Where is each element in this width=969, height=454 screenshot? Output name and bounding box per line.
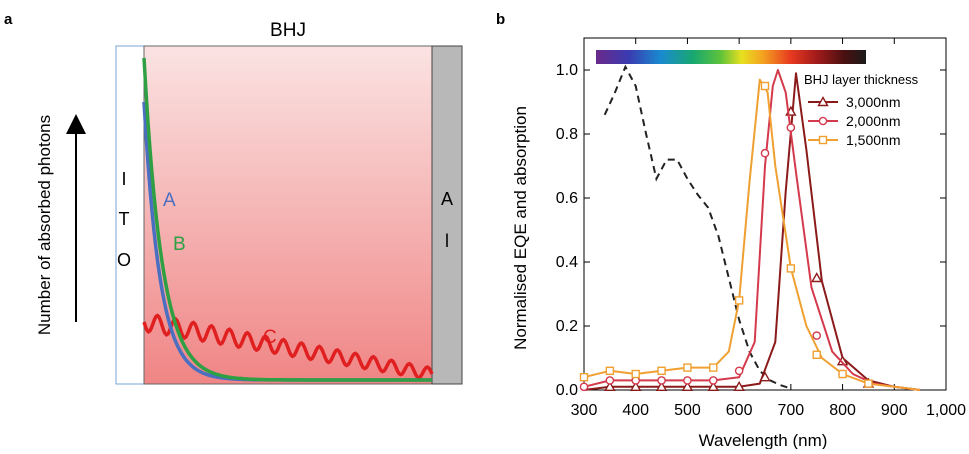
panel-a-letter: a <box>4 11 13 28</box>
legend-swatch-marker <box>817 96 829 107</box>
x-tick-label: 900 <box>881 402 908 419</box>
bhj-layer <box>143 45 433 385</box>
plot-frame <box>583 37 947 391</box>
panel-b: b 300 400 500 600 700 800 900 1,000 0.0 0.2 0.4 0.6… <box>496 11 966 450</box>
spectrum-bar <box>596 50 866 64</box>
al-letter-1: A <box>441 189 453 209</box>
al-electrode <box>431 45 463 385</box>
x-tick-label: 600 <box>726 402 753 419</box>
series-marker-0 <box>759 371 771 382</box>
series-line-0 <box>583 72 921 391</box>
series-marker-1 <box>786 123 796 132</box>
series-marker-2 <box>605 366 615 375</box>
y-tick-label: 0.8 <box>556 126 578 143</box>
series-marker-2 <box>683 363 692 372</box>
ito-electrode <box>115 45 145 385</box>
y-arrow-label: Number of absorbed photons <box>35 115 54 335</box>
series-marker-0 <box>733 380 745 391</box>
series-marker-0 <box>707 380 719 391</box>
series-marker-2 <box>864 379 873 388</box>
y-tick-label: 0.4 <box>556 254 578 271</box>
legend-entry-label: 1,500nm <box>846 132 900 148</box>
chart-axes: 300 400 500 600 700 800 900 1,000 0.0 0.2 0.4 0.6 0.… <box>556 37 966 419</box>
series-marker-1 <box>657 376 666 385</box>
legend-swatch-marker <box>818 135 828 145</box>
series-marker-1 <box>708 376 718 385</box>
series-marker-2 <box>579 373 589 382</box>
x-axis-label: Wavelength (nm) <box>699 431 828 449</box>
legend-entry-label: 2,000nm <box>846 113 900 129</box>
series-marker-1 <box>734 366 744 376</box>
y-tick-label: 0.6 <box>556 190 578 207</box>
chart-legend: BHJ layer thickness 3,000nm 2,000nm 1,500nm <box>804 72 919 148</box>
x-tick-label: 400 <box>622 402 649 419</box>
curve-a-label: A <box>163 190 176 211</box>
series-marker-2 <box>734 296 744 305</box>
panel-b-letter: b <box>496 11 505 28</box>
legend-swatch-marker <box>818 116 828 126</box>
legend-title: BHJ layer thickness <box>804 72 919 87</box>
chart-series <box>579 64 921 392</box>
series-marker-1 <box>579 382 589 392</box>
series-marker-2 <box>709 363 718 372</box>
series-marker-0 <box>655 380 668 391</box>
series-marker-2 <box>631 369 640 379</box>
bhj-label: BHJ <box>270 20 306 41</box>
series-marker-2 <box>760 81 770 91</box>
absorption-line <box>603 64 792 390</box>
series-marker-0 <box>630 380 642 391</box>
legend-entry-label: 3,000nm <box>846 94 900 110</box>
series-marker-2 <box>657 366 666 375</box>
y-tick-label: 0.0 <box>556 382 578 399</box>
series-marker-2 <box>812 350 821 359</box>
series-marker-0 <box>681 380 694 391</box>
x-tick-label: 500 <box>674 402 701 419</box>
curve-b-label: B <box>173 234 186 255</box>
series-marker-2 <box>786 264 796 273</box>
curve-c-label: C <box>263 327 277 348</box>
series-marker-1 <box>683 376 692 385</box>
ito-letter-1: I <box>121 169 126 189</box>
series-marker-2 <box>838 369 847 379</box>
series-marker-0 <box>811 272 823 283</box>
series-marker-1 <box>760 148 770 158</box>
y-axis-label: Normalised EQE and absorption <box>511 106 530 350</box>
x-tick-label: 700 <box>778 402 805 419</box>
al-letter-2: l <box>445 231 449 251</box>
series-marker-1 <box>812 331 822 340</box>
curve-c <box>142 313 434 380</box>
ito-letter-2: T <box>119 209 130 229</box>
x-tick-label: 300 <box>571 402 598 419</box>
series-marker-0 <box>604 380 616 391</box>
ito-letter-3: O <box>117 250 131 270</box>
x-tick-label: 1,000 <box>926 402 966 419</box>
y-tick-label: 0.2 <box>556 318 578 335</box>
series-marker-1 <box>605 376 615 385</box>
panel-a: a BHJ I T O A l Number of absorbed photo… <box>4 11 463 385</box>
x-tick-label: 800 <box>829 402 856 419</box>
curve-b <box>142 57 432 382</box>
y-tick-label: 1.0 <box>556 62 578 79</box>
